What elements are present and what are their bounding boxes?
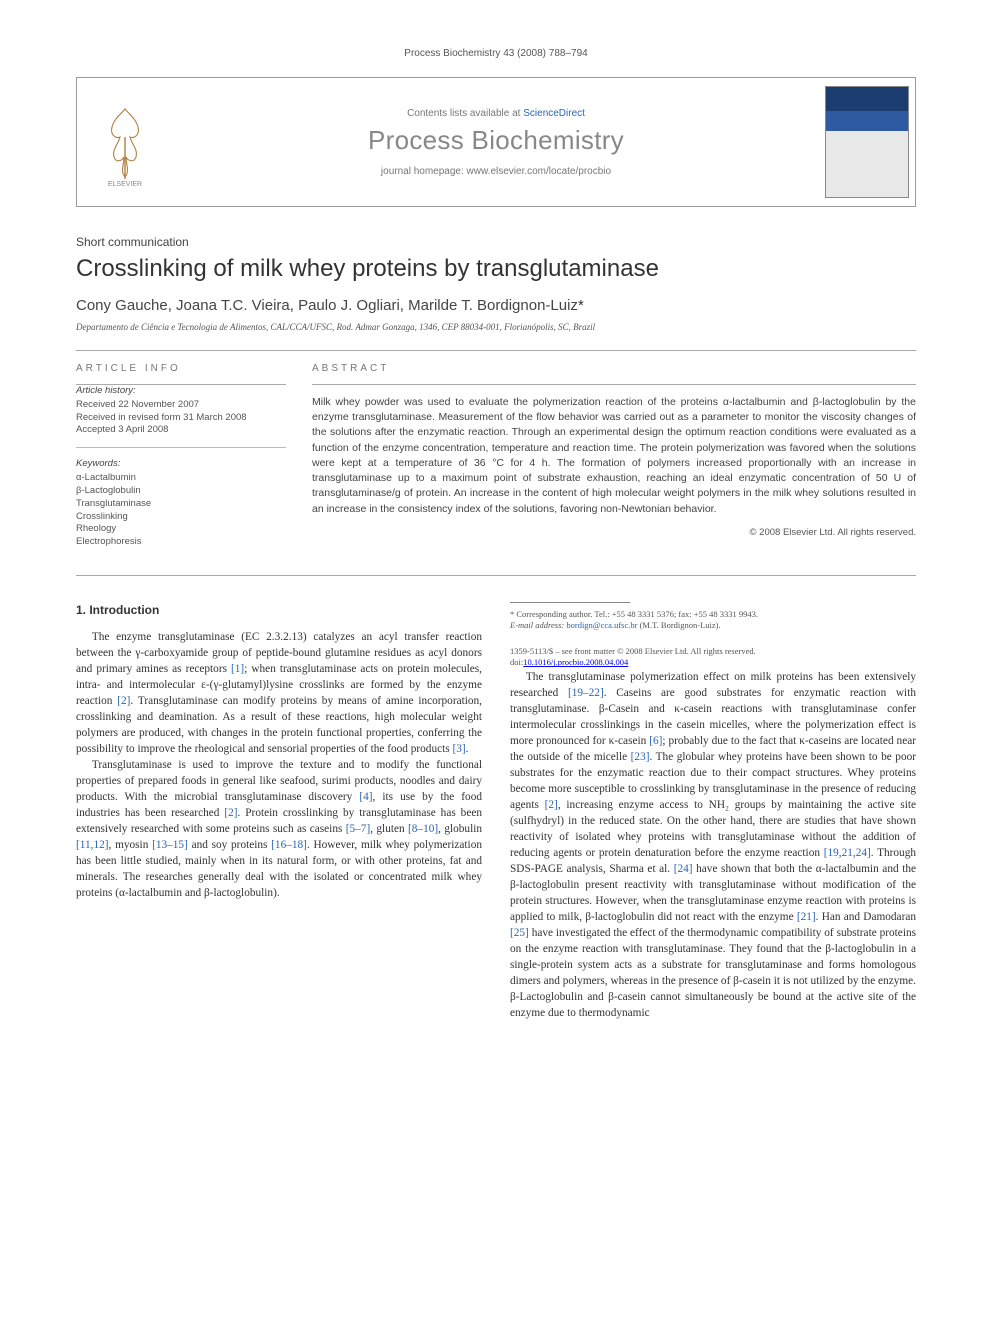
author-names: Cony Gauche, Joana T.C. Vieira, Paulo J.… (76, 297, 578, 314)
elsevier-tree-icon: ELSEVIER (90, 97, 160, 187)
affiliation: Departamento de Ciência e Tecnologia de … (76, 322, 916, 332)
homepage-url: www.elsevier.com/locate/procbio (467, 166, 612, 177)
doi-link[interactable]: 10.1016/j.procbio.2008.04.004 (523, 657, 628, 667)
cover-thumbnail (825, 86, 909, 198)
citation-link[interactable]: [2] (117, 695, 130, 707)
body-paragraph: Transglutaminase is used to improve the … (76, 757, 482, 901)
corr-email-line: E-mail address: bordign@cca.ufsc.br (M.T… (510, 620, 916, 631)
article-type: Short communication (76, 235, 916, 249)
body-text: . Han and Damodaran (816, 911, 916, 923)
body-text: , globulin (438, 823, 482, 835)
authors-line: Cony Gauche, Joana T.C. Vieira, Paulo J.… (76, 297, 916, 314)
citation-link[interactable]: [6] (649, 735, 662, 747)
citation-link[interactable]: [25] (510, 927, 529, 939)
body-text: , gluten (370, 823, 408, 835)
citation-link[interactable]: [13–15] (152, 839, 188, 851)
abstract-column: ABSTRACT Milk whey powder was used to ev… (312, 351, 916, 561)
running-head: Process Biochemistry 43 (2008) 788–794 (76, 48, 916, 59)
email-label: E-mail address: (510, 620, 566, 630)
citation-link[interactable]: [21] (797, 911, 816, 923)
svg-text:ELSEVIER: ELSEVIER (108, 181, 142, 187)
corr-email-link[interactable]: bordign@cca.ufsc.br (566, 620, 637, 630)
body-two-column: 1. Introduction The enzyme transglutamin… (76, 602, 916, 1022)
citation-link[interactable]: [24] (674, 863, 693, 875)
keyword: Electrophoresis (76, 536, 286, 549)
corresponding-marker: * (578, 297, 584, 314)
citation-link[interactable]: [2] (545, 799, 558, 811)
citation-link[interactable]: [3] (452, 743, 465, 755)
contents-prefix: Contents lists available at (407, 108, 523, 119)
doi-line: doi:10.1016/j.procbio.2008.04.004 (510, 657, 916, 668)
citation-link[interactable]: [19,21,24] (824, 847, 871, 859)
keyword: Crosslinking (76, 511, 286, 524)
article-info-head: ARTICLE INFO (76, 363, 286, 374)
body-text: . Transglutaminase can modify proteins b… (76, 695, 482, 755)
citation-link[interactable]: [4] (359, 791, 372, 803)
journal-cover (819, 78, 915, 206)
citation-link[interactable]: [1] (231, 663, 244, 675)
article-info-column: ARTICLE INFO Article history: Received 2… (76, 351, 286, 561)
citation-link[interactable]: [11,12] (76, 839, 109, 851)
abstract-head: ABSTRACT (312, 363, 916, 374)
history-item: Received 22 November 2007 (76, 399, 286, 412)
citation-link[interactable]: [2] (224, 807, 237, 819)
article-title: Crosslinking of milk whey proteins by tr… (76, 255, 916, 283)
citation-link[interactable]: [8–10] (408, 823, 438, 835)
citation-link[interactable]: [19–22] (568, 687, 604, 699)
info-abstract-row: ARTICLE INFO Article history: Received 2… (76, 351, 916, 561)
keywords-label: Keywords: (76, 458, 286, 471)
article-history: Article history: Received 22 November 20… (76, 385, 286, 448)
section-heading-intro: 1. Introduction (76, 602, 482, 619)
header-center: Contents lists available at ScienceDirec… (173, 78, 819, 206)
contents-available-line: Contents lists available at ScienceDirec… (173, 108, 819, 119)
keyword: β-Lactoglobulin (76, 485, 286, 498)
body-paragraph: The enzyme transglutaminase (EC 2.3.2.13… (76, 629, 482, 757)
journal-homepage: journal homepage: www.elsevier.com/locat… (173, 166, 819, 177)
keywords-block: Keywords: α-Lactalbumin β-Lactoglobulin … (76, 458, 286, 549)
journal-header: ELSEVIER Contents lists available at Sci… (76, 77, 916, 207)
doi-label: doi: (510, 657, 523, 667)
citation-link[interactable]: [5–7] (346, 823, 370, 835)
rule-bottom (76, 575, 916, 576)
body-text: and soy proteins (188, 839, 271, 851)
homepage-prefix: journal homepage: (381, 166, 467, 177)
body-text: , myosin (109, 839, 153, 851)
front-matter-line: 1359-5113/$ – see front matter © 2008 El… (510, 646, 916, 657)
abstract-text: Milk whey powder was used to evaluate th… (312, 395, 916, 517)
publisher-logo: ELSEVIER (77, 78, 173, 206)
history-item: Received in revised form 31 March 2008 (76, 412, 286, 425)
body-text: . (466, 743, 469, 755)
body-text: have investigated the effect of the ther… (510, 927, 916, 1019)
citation-link[interactable]: [16–18] (271, 839, 307, 851)
corr-author-line: * Corresponding author. Tel.: +55 48 333… (510, 609, 916, 620)
rule-abs-1 (312, 384, 916, 385)
abstract-copyright: © 2008 Elsevier Ltd. All rights reserved… (312, 527, 916, 538)
email-who: (M.T. Bordignon-Luiz). (637, 620, 720, 630)
keyword: Transglutaminase (76, 498, 286, 511)
citation-link[interactable]: [23] (631, 751, 650, 763)
corresponding-footnote: * Corresponding author. Tel.: +55 48 333… (510, 609, 916, 632)
sciencedirect-link[interactable]: ScienceDirect (523, 108, 585, 119)
keyword: α-Lactalbumin (76, 472, 286, 485)
history-item: Accepted 3 April 2008 (76, 424, 286, 437)
keyword: Rheology (76, 523, 286, 536)
history-label: Article history: (76, 385, 286, 398)
journal-name: Process Biochemistry (173, 125, 819, 156)
body-paragraph: The transglutaminase polymerization effe… (510, 669, 916, 1022)
footnote-rule (510, 602, 630, 603)
front-matter-meta: 1359-5113/$ – see front matter © 2008 El… (510, 646, 916, 669)
